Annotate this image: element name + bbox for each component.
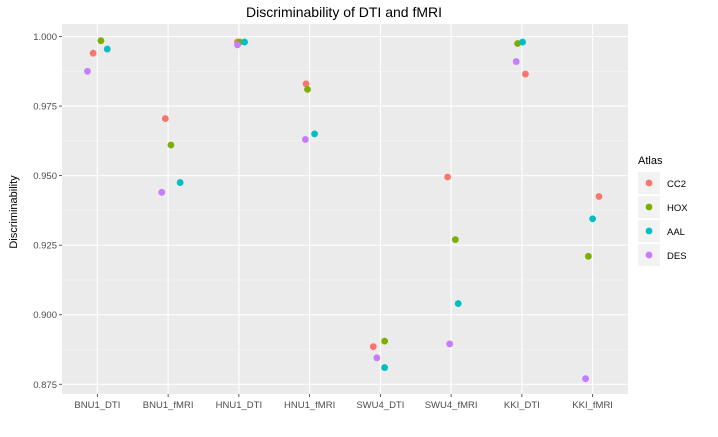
data-point-aal	[589, 215, 597, 223]
y-tick-label: 0.975	[33, 102, 57, 113]
legend-label-hox: HOX	[667, 203, 688, 214]
legend-items: CC2 HOX AAL DES	[638, 172, 688, 266]
data-point-cc2	[302, 80, 310, 88]
legend-label-aal: AAL	[667, 227, 685, 238]
y-axis-ticks: 0.875 0.900 0.925 0.950 0.975 1.000	[33, 32, 62, 391]
data-point-hox	[167, 141, 175, 149]
data-point-hox	[584, 252, 592, 260]
data-point-cc2	[522, 70, 529, 78]
y-tick-label: 0.875	[33, 380, 57, 391]
grid-major	[62, 24, 628, 394]
data-point-des	[512, 58, 520, 65]
data-point-cc2	[161, 115, 169, 122]
legend-label-des: DES	[667, 251, 687, 262]
x-tick-label: HNU1_DTI	[216, 400, 262, 411]
data-point-hox	[97, 37, 105, 45]
data-point-hox	[451, 236, 459, 244]
y-tick-label: 0.950	[33, 171, 57, 182]
grid-minor	[62, 70, 628, 350]
chart-title: Discriminability of DTI and fMRI	[246, 4, 442, 20]
y-axis-title: Discriminability	[8, 175, 20, 249]
data-point-des	[234, 41, 241, 49]
legend-marker-cc2	[645, 179, 653, 187]
data-point-aal	[176, 179, 184, 186]
x-tick-label: KKI_DTI	[504, 400, 540, 411]
x-axis-ticks: BNU1_DTI BNU1_fMRI HNU1_DTI HNU1_fMRI SWU4_D…	[74, 394, 613, 411]
x-tick-label: SWU4_fMRI	[425, 400, 478, 411]
data-point-des	[301, 136, 309, 143]
data-point-des	[582, 375, 589, 383]
plot-panel	[62, 24, 628, 394]
legend-title: Atlas	[638, 155, 663, 167]
data-point-aal	[454, 300, 462, 307]
legend-marker-aal	[645, 227, 653, 235]
data-point-cc2	[444, 173, 451, 181]
data-point-des	[446, 340, 454, 348]
x-tick-label: HNU1_fMRI	[284, 400, 335, 411]
x-tick-label: KKI_fMRI	[572, 400, 613, 411]
data-point-des	[158, 188, 166, 196]
data-point-cc2	[595, 193, 603, 200]
y-tick-label: 1.000	[33, 32, 57, 43]
y-tick-label: 0.900	[33, 310, 57, 321]
data-point-des	[373, 354, 381, 362]
data-point-aal	[241, 38, 248, 46]
data-point-hox	[304, 85, 311, 93]
x-tick-label: SWU4_DTI	[356, 400, 404, 411]
data-point-aal	[381, 364, 389, 371]
data-point-aal	[311, 130, 318, 138]
y-tick-label: 0.925	[33, 241, 57, 252]
data-point-cc2	[89, 49, 97, 57]
data-points	[84, 37, 603, 383]
data-point-des	[84, 67, 91, 75]
legend-marker-hox	[645, 203, 653, 211]
x-tick-label: BNU1_fMRI	[143, 400, 194, 411]
data-point-aal	[519, 38, 526, 46]
data-point-cc2	[369, 343, 377, 351]
data-point-aal	[103, 45, 111, 53]
x-tick-label: BNU1_DTI	[74, 400, 120, 411]
legend: Atlas CC2 HOX AAL DES	[638, 155, 688, 266]
legend-marker-des	[645, 251, 653, 259]
legend-label-cc2: CC2	[667, 179, 686, 190]
data-point-hox	[381, 337, 389, 345]
